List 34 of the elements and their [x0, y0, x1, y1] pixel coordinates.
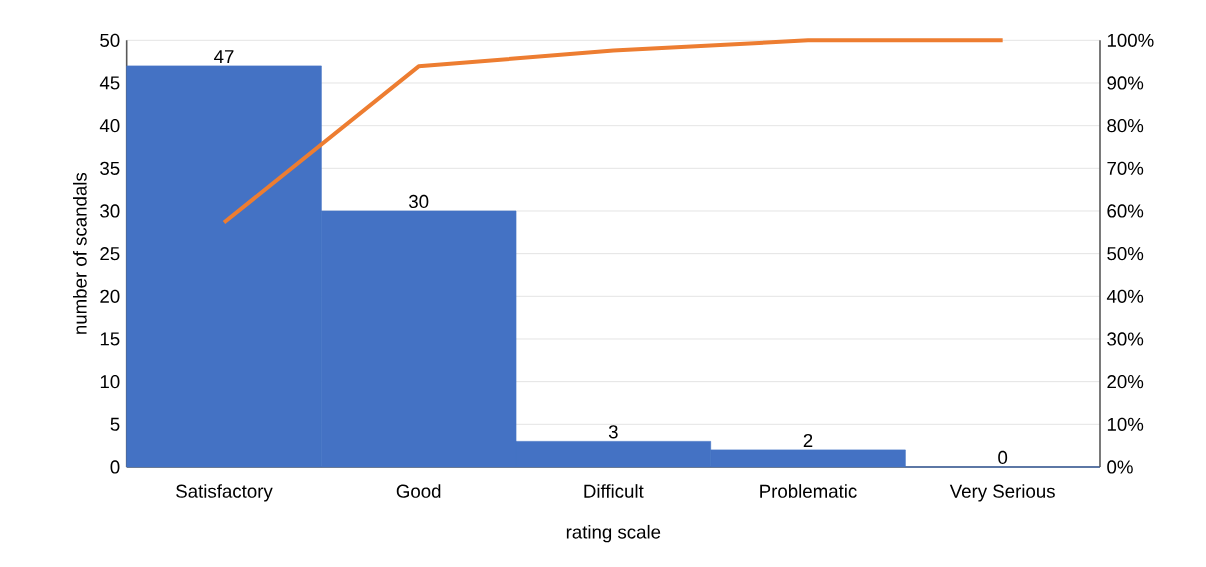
y-tick-label: 10: [100, 375, 120, 389]
y-tick-label: 45: [99, 76, 120, 90]
y2-tick-label: 0%: [1107, 460, 1133, 474]
data-label: 2: [803, 433, 813, 447]
y2-tick-label: 100%: [1107, 33, 1154, 47]
y-tick-label: 30: [100, 204, 120, 218]
y-tick-label: 25: [100, 247, 120, 261]
data-label: 47: [214, 50, 234, 63]
data-label: 30: [409, 194, 429, 209]
y2-tick-label: 10%: [1107, 417, 1144, 431]
y-tick-label: 20: [100, 289, 120, 303]
data-label: 3: [608, 425, 618, 439]
y2-tick-label: 40%: [1106, 289, 1144, 303]
y-tick-label: 50: [100, 33, 120, 47]
y2-tick-label: 30%: [1107, 332, 1144, 346]
y-tick-label: 0: [110, 460, 120, 474]
x-tick-label: Satisfactory: [176, 484, 273, 502]
y-tick-label: 35: [100, 161, 120, 175]
data-label: 0: [998, 450, 1008, 465]
y2-tick-label: 50%: [1107, 247, 1144, 261]
x-tick-label: Difficult: [584, 484, 644, 498]
x-axis-title: rating scale: [566, 524, 661, 543]
y-tick-label: 40: [99, 119, 120, 133]
x-tick-label: Problematic: [760, 484, 857, 498]
y2-tick-label: 70%: [1107, 161, 1144, 175]
y2-tick-label: 20%: [1107, 375, 1144, 389]
x-tick-label: Very Serious: [949, 484, 1055, 502]
y-tick-label: 15: [100, 332, 120, 346]
y2-tick-label: 60%: [1107, 204, 1144, 218]
y2-tick-label: 80%: [1107, 119, 1144, 133]
x-tick-label: Good: [396, 484, 441, 498]
y2-tick-label: 90%: [1107, 76, 1144, 90]
y-tick-label: 5: [110, 417, 120, 431]
y-axis-title: number of scandals: [73, 172, 87, 334]
